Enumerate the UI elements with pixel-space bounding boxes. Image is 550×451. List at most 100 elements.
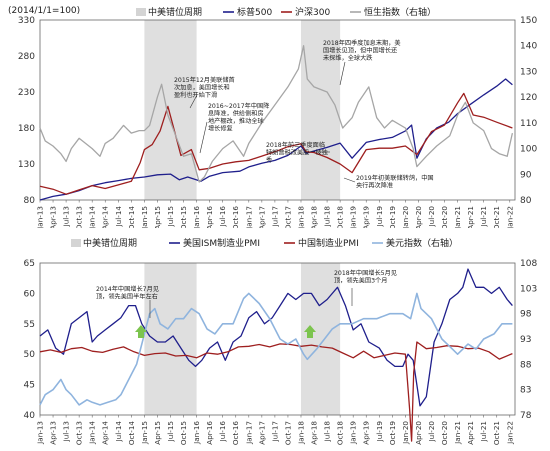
x-tick-label: Jan-21 [453, 206, 462, 228]
y-left-tick-label: 45 [24, 381, 35, 391]
series-line-dxy [39, 292, 513, 406]
x-tick-label: Apr-15 [153, 206, 162, 228]
annotation-text-1: 2015年12月美联储首 [174, 76, 235, 84]
x-tick-label: Apr-19 [362, 206, 371, 228]
x-tick-label: Oct-19 [388, 206, 397, 228]
x-tick-label: Jan-17 [244, 421, 253, 445]
x-tick-label: Apr-18 [310, 421, 319, 445]
x-tick-label: Apr-21 [466, 421, 475, 445]
up-arrow-icon [135, 325, 147, 338]
y-right-tick-label: 88 [520, 360, 532, 370]
annotation-text-2: 增长修复 [208, 125, 233, 133]
x-tick-label: Jul-20 [427, 206, 436, 228]
legend-label-sp500: 标普500 [237, 6, 272, 18]
y-left-tick-label: 65 [24, 259, 35, 269]
y-left-tick-label: 230 [18, 88, 35, 98]
legend-swatch-shade [71, 239, 81, 247]
x-tick-label: Oct-13 [75, 206, 84, 228]
annotation-leader-line [343, 177, 356, 183]
x-tick-label: Jul-13 [62, 206, 71, 227]
legend-label-cpmi: 中国制造业PMI [298, 237, 359, 249]
legend-swatch-shade [136, 8, 146, 16]
x-tick-label: Apr-16 [205, 206, 214, 228]
y-right-tick-label: 83 [520, 386, 531, 396]
x-tick-label: Jul-21 [479, 421, 488, 442]
annotation-text-4: 特朗普税改美股一枝独 [266, 149, 328, 157]
x-tick-label: Oct-16 [231, 421, 240, 446]
y-right-tick-label: 78 [520, 411, 532, 421]
x-tick-label: Jul-14 [114, 421, 123, 443]
x-tick-label: Oct-18 [336, 206, 345, 228]
x-tick-label: Jan-16 [192, 421, 201, 445]
x-tick-label: Jan-20 [401, 206, 410, 228]
x-tick-label: Oct-15 [179, 206, 188, 228]
chart-top-indices: 80 130 180 230 280 330 80 90 100 110 120 130 140 150 J… [8, 6, 537, 228]
annotation-text-2: 2018年中国增长5月见 [334, 269, 397, 277]
series-line-hsi [39, 45, 514, 183]
y-right-tick-label: 110 [520, 119, 537, 129]
annotation-leader-line [189, 94, 198, 109]
y-left-tick-label: 50 [24, 350, 36, 360]
x-tick-label: Oct-21 [492, 421, 501, 445]
x-tick-label: Jan-14 [88, 421, 97, 445]
x-tick-label: Oct-17 [283, 421, 292, 445]
x-tick-label: Apr-18 [310, 206, 319, 228]
x-tick-label: Oct-17 [283, 206, 292, 228]
y-right-tick-label: 98 [520, 310, 532, 320]
x-tick-label: Jan-22 [505, 206, 514, 228]
annotation-text-4: 2018年前三季度面临 [266, 141, 325, 149]
x-tick-label: Jul-15 [166, 421, 175, 442]
x-tick-label: Jul-17 [270, 421, 279, 442]
x-tick-label: Oct-20 [440, 206, 449, 228]
x-tick-label: Jan-19 [349, 206, 358, 228]
y-left-tick-label: 40 [24, 411, 36, 421]
y-right-tick-label: 108 [520, 259, 537, 269]
x-tick-label: Jul-21 [479, 206, 488, 227]
x-tick-label: Oct-21 [492, 206, 501, 228]
annotation-text-4: 秀 [266, 156, 272, 164]
x-tick-label: Apr-15 [153, 421, 162, 445]
x-tick-label: Apr-14 [101, 206, 110, 228]
x-tick-label: Jan-18 [296, 421, 305, 445]
x-tick-label: Jan-21 [453, 421, 462, 445]
x-tick-label: Oct-14 [127, 206, 136, 228]
x-tick-label: Jul-18 [323, 206, 332, 228]
annotation-text-2: 顶，领先美国3个月 [334, 277, 387, 285]
shade-period-1 [144, 20, 197, 200]
shade-period-2 [300, 20, 341, 200]
y-right-tick-label: 130 [520, 67, 537, 77]
x-tick-label: Jul-20 [427, 421, 436, 443]
x-tick-label: Jul-13 [62, 421, 71, 442]
shade-period-2 [300, 263, 341, 415]
x-tick-label: Oct-20 [440, 421, 449, 446]
x-tick-label: Jul-19 [375, 206, 384, 228]
x-tick-label: Jan-18 [296, 206, 305, 228]
x-tick-label: Apr-21 [466, 206, 475, 228]
series-line-sp500 [39, 78, 513, 201]
annotation-text-2: 息降准，供给侧和房 [208, 110, 264, 118]
y-left-tick-label: 330 [18, 16, 35, 26]
y-right-tick-label: 120 [520, 93, 537, 103]
annotation-text-5: 央行再次降准 [356, 182, 393, 190]
x-tick-label: Apr-17 [257, 206, 266, 228]
x-tick-label: Oct-15 [179, 421, 188, 445]
annotation-text-1: 2014年中国增长7月见 [96, 285, 159, 293]
x-tick-label: Oct-14 [127, 421, 136, 446]
x-tick-label: Jan-20 [401, 421, 410, 445]
x-tick-label: Jan-13 [36, 421, 45, 445]
x-tick-label: Jan-22 [505, 421, 514, 445]
y-left-tick-label: 60 [24, 289, 36, 299]
x-tick-label: Oct-19 [388, 421, 397, 446]
annotation-text-3: 未探维，全球大跌 [323, 54, 373, 62]
y-left-tick-label: 130 [18, 160, 35, 170]
y-right-tick-label: 100 [520, 145, 537, 155]
x-tick-label: Jul-15 [166, 206, 175, 227]
x-tick-label: Oct-13 [75, 421, 84, 445]
x-tick-label: Oct-18 [336, 421, 345, 446]
up-arrow-icon [304, 325, 316, 338]
legend-label-dxy: 美元指数（右轴） [386, 237, 458, 249]
x-tick-label: Jul-14 [114, 206, 123, 228]
y-left-tick-label: 280 [18, 52, 35, 62]
annotation-text-2: 地产棚改，推动全球 [208, 117, 264, 125]
